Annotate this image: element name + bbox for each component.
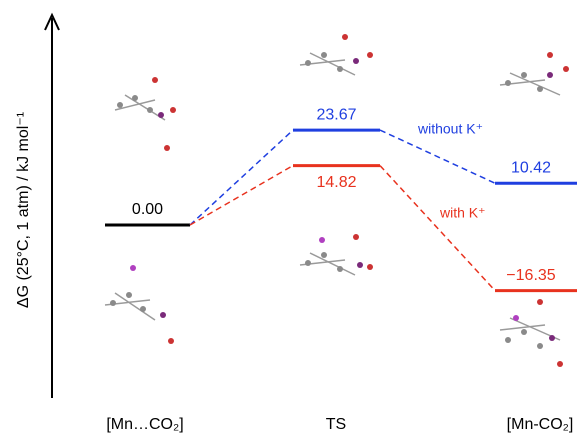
legend-label: without K⁺: [417, 121, 483, 137]
molecule: [105, 34, 569, 367]
connector: [190, 130, 293, 225]
legend-label: with K⁺: [439, 205, 486, 221]
x-tick-label: [Mn…CO₂]: [106, 416, 183, 433]
connector: [380, 130, 495, 183]
value-label: 23.67: [316, 106, 356, 123]
value-label: 0.00: [132, 201, 163, 218]
connector: [190, 166, 293, 225]
x-tick-label: TS: [326, 416, 346, 433]
value-label: −16.35: [506, 267, 555, 284]
x-tick-label: [Mn-CO₂]: [507, 416, 574, 433]
value-label: 14.82: [316, 174, 356, 191]
y-axis-label: ΔG (25°C, 1 atm) / kJ mol⁻¹: [15, 112, 32, 308]
value-label: 10.42: [511, 159, 551, 176]
connector: [380, 166, 495, 291]
chart: ΔG (25°C, 1 atm) / kJ mol⁻¹ [Mn…CO₂] TS [M…: [0, 0, 577, 439]
